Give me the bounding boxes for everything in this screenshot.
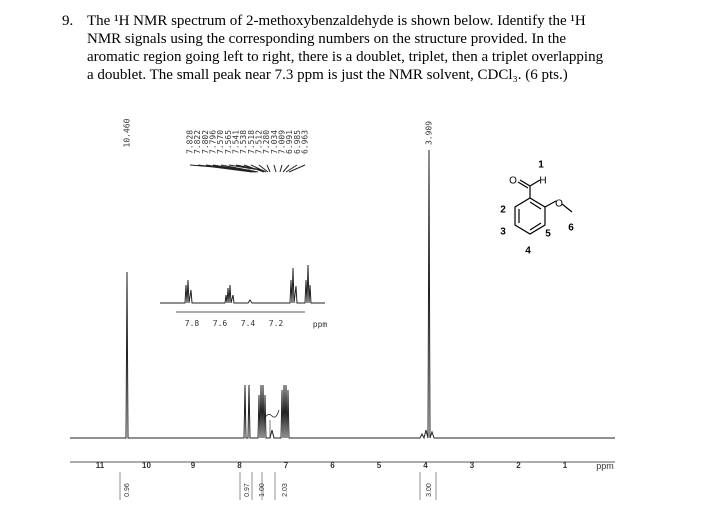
- question-line: The ¹H NMR spectrum of 2-methoxybenzalde…: [87, 13, 586, 29]
- integral-label: 0.97: [244, 483, 251, 497]
- peak-label: 10.460: [123, 118, 132, 147]
- axis-unit: ppm: [596, 461, 614, 471]
- peak-label: 6.963: [301, 130, 310, 154]
- peak-label: 7.828: [186, 130, 195, 154]
- question-line: NMR signals using the corresponding numb…: [87, 31, 567, 47]
- axis-tick-label: 10: [142, 461, 151, 470]
- integral-label: 3.00: [426, 483, 433, 497]
- atom-label: O: [555, 199, 563, 210]
- peak-label: 7.518: [247, 130, 256, 154]
- axis-tick-label: 8: [237, 461, 242, 470]
- spectrum-trace: [70, 149, 615, 500]
- axis-tick-label: 11: [96, 461, 105, 470]
- axis-tick-label: 4: [423, 461, 428, 470]
- inset-tick-label: 7.2: [269, 319, 284, 328]
- peak-label: 7.034: [270, 130, 279, 154]
- position-number: 3: [500, 227, 506, 238]
- axis-tick-label: 9: [191, 461, 196, 470]
- peak-label: 7.512: [255, 130, 264, 154]
- position-number: 1: [538, 160, 544, 171]
- position-number: 4: [525, 246, 531, 257]
- axis-tick-label: 6: [330, 461, 335, 470]
- peak-label: 7.822: [193, 130, 202, 154]
- axis-tick-label: 3: [470, 461, 475, 470]
- peak-label: 7.565: [224, 130, 233, 154]
- question-line: a doublet. The small peak near 7.3 ppm i…: [87, 67, 568, 83]
- position-number: 6: [568, 223, 574, 234]
- position-number: 5: [545, 229, 551, 240]
- integral-label: 1.00: [259, 483, 266, 497]
- inset-tick-label: 7.8: [185, 319, 200, 328]
- axis-tick-label: 5: [377, 461, 382, 470]
- axis-tick-label: 1: [563, 461, 568, 470]
- position-number: 2: [500, 205, 506, 216]
- integral-label: 0.96: [124, 483, 131, 497]
- peak-label: 7.538: [239, 130, 248, 154]
- question-line: aromatic region going left to right, the…: [87, 49, 604, 65]
- peak-label: 7.009: [278, 130, 287, 154]
- peak-label: 7.541: [232, 130, 241, 154]
- question-number: 9.: [62, 13, 74, 29]
- atom-label: O: [509, 176, 517, 187]
- peak-label: 7.796: [209, 130, 218, 154]
- inset-tick-label: 7.4: [241, 319, 256, 328]
- peak-label: 7.280: [262, 130, 271, 154]
- integral-label: 2.03: [282, 483, 289, 497]
- structure: O H O 1 2 3 4 5 6: [500, 160, 574, 257]
- peak-label: 6.991: [285, 130, 294, 154]
- axis-tick-label: 2: [516, 461, 521, 470]
- inset-tick-label: 7.6: [213, 319, 228, 328]
- axis-tick-label: 7: [284, 461, 289, 470]
- inset-unit: ppm: [313, 320, 328, 329]
- peak-label: 7.570: [216, 130, 225, 154]
- atom-label: H: [539, 176, 546, 187]
- peak-label: 7.802: [201, 130, 210, 154]
- peak-label: 3.909: [425, 121, 434, 145]
- peak-label: 6.985: [293, 130, 302, 154]
